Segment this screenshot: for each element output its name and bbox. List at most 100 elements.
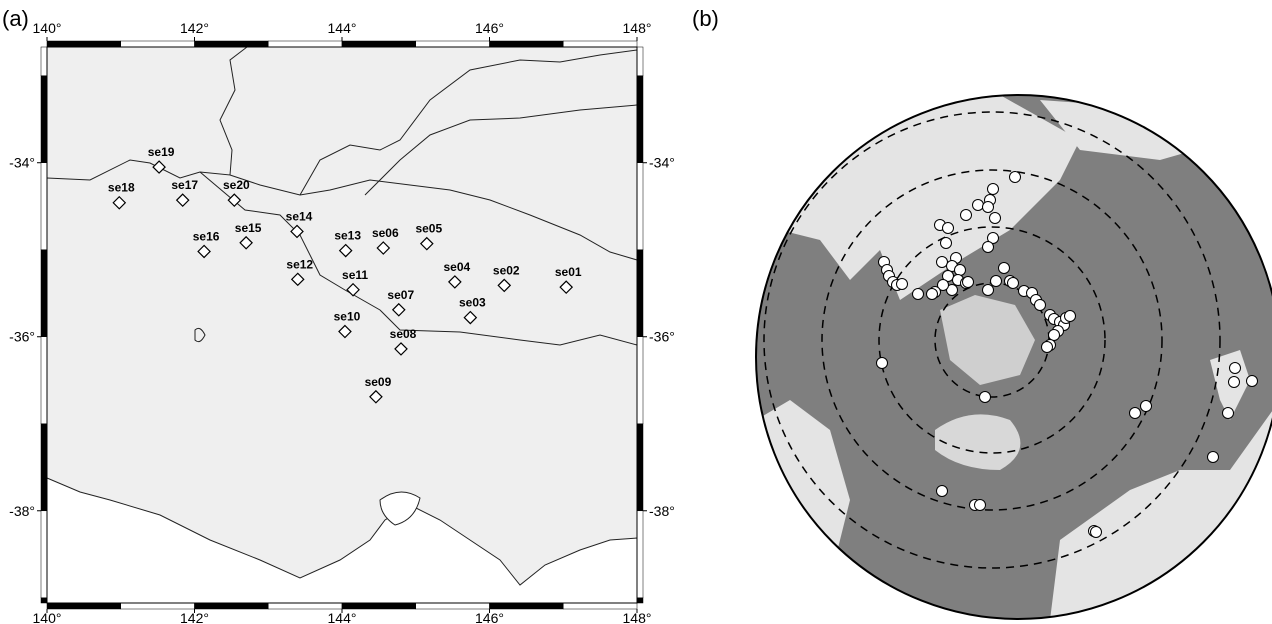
frame-bar <box>416 603 490 609</box>
figure: (a) (b) 140°140°142°142°144°144°146°146°… <box>0 0 1272 624</box>
frame-bar <box>342 603 416 609</box>
x-tick-label: 140° <box>33 610 62 624</box>
station-label: se09 <box>365 375 392 389</box>
station-label: se13 <box>334 229 361 243</box>
frame-bar <box>637 163 643 250</box>
frame-bar <box>47 41 121 47</box>
frame-bar <box>121 41 195 47</box>
event-marker <box>1091 527 1102 538</box>
station-label: se16 <box>193 229 220 243</box>
x-tick-label: 144° <box>328 20 357 36</box>
event-marker <box>999 263 1010 274</box>
station-label: se03 <box>459 296 486 310</box>
frame-bar <box>637 511 643 598</box>
event-marker <box>1042 342 1053 353</box>
event-marker <box>988 184 999 195</box>
frame-bar <box>637 250 643 337</box>
station-label: se02 <box>493 263 520 277</box>
event-marker <box>975 500 986 511</box>
station-label: se08 <box>390 327 417 341</box>
frame-bar <box>342 41 416 47</box>
y-tick-label: -34° <box>649 155 675 171</box>
station-label: se06 <box>372 226 399 240</box>
frame-bar <box>416 41 490 47</box>
y-tick-label: -36° <box>649 329 675 345</box>
event-marker <box>937 486 948 497</box>
station-label: se19 <box>148 145 175 159</box>
y-tick-label: -36° <box>9 329 35 345</box>
frame-bar <box>41 337 47 424</box>
event-marker <box>1230 363 1241 374</box>
frame-bar <box>637 337 643 424</box>
frame-bar <box>41 511 47 598</box>
event-marker <box>1010 172 1021 183</box>
x-tick-label: 148° <box>623 610 652 624</box>
panel-label: (b) <box>692 6 719 31</box>
event-marker <box>1035 300 1046 311</box>
frame-bar <box>637 76 643 163</box>
event-marker <box>913 289 924 300</box>
x-tick-label: 146° <box>475 610 504 624</box>
x-tick-label: 142° <box>180 610 209 624</box>
frame-bar <box>637 598 643 603</box>
event-marker <box>990 213 1001 224</box>
event-marker <box>1141 401 1152 412</box>
station-label: se14 <box>286 209 313 223</box>
frame-bar <box>637 424 643 511</box>
event-marker <box>937 257 948 268</box>
frame-bar <box>47 603 121 609</box>
map-b <box>756 95 1272 620</box>
event-marker <box>963 277 974 288</box>
event-marker <box>983 242 994 253</box>
event-marker <box>1229 377 1240 388</box>
frame-bar <box>41 598 47 603</box>
station-label: se12 <box>286 257 313 271</box>
frame-bar <box>490 41 564 47</box>
frame-bar <box>268 603 342 609</box>
frame-bar <box>41 76 47 163</box>
event-marker <box>1049 330 1060 341</box>
station-label: se05 <box>415 222 442 236</box>
y-tick-label: -38° <box>649 503 675 519</box>
event-marker <box>1065 311 1076 322</box>
station-label: se01 <box>555 265 582 279</box>
event-marker <box>1208 452 1219 463</box>
frame-bar <box>41 47 47 76</box>
panel-label: (a) <box>2 6 29 31</box>
station-label: se07 <box>387 288 414 302</box>
event-marker <box>955 265 966 276</box>
station-label: se17 <box>171 178 198 192</box>
event-marker <box>943 223 954 234</box>
station-label: se20 <box>223 178 250 192</box>
x-tick-label: 140° <box>33 20 62 36</box>
y-tick-label: -34° <box>9 155 35 171</box>
frame-bar <box>41 163 47 250</box>
event-marker <box>897 279 908 290</box>
event-marker <box>877 358 888 369</box>
event-marker <box>1130 408 1141 419</box>
station-label: se11 <box>342 268 368 282</box>
event-marker <box>980 392 991 403</box>
x-tick-label: 144° <box>328 610 357 624</box>
y-tick-label: -38° <box>9 503 35 519</box>
station-label: se18 <box>108 181 135 195</box>
frame-bar <box>195 603 269 609</box>
event-marker <box>941 238 952 249</box>
frame-bar <box>41 250 47 337</box>
station-label: se04 <box>443 260 470 274</box>
frame-bar <box>637 47 643 76</box>
station-label: se15 <box>235 221 262 235</box>
map-a: 140°140°142°142°144°144°146°146°148°148°… <box>9 20 675 624</box>
event-marker <box>1008 278 1019 289</box>
event-marker <box>991 276 1002 287</box>
x-tick-label: 146° <box>475 20 504 36</box>
station-label: se10 <box>334 310 361 324</box>
frame-bar <box>41 424 47 511</box>
event-marker <box>961 210 972 221</box>
event-marker <box>1223 408 1234 419</box>
event-marker <box>983 202 994 213</box>
event-marker <box>983 285 994 296</box>
event-marker <box>1247 376 1258 387</box>
frame-bar <box>195 41 269 47</box>
x-tick-label: 148° <box>623 20 652 36</box>
